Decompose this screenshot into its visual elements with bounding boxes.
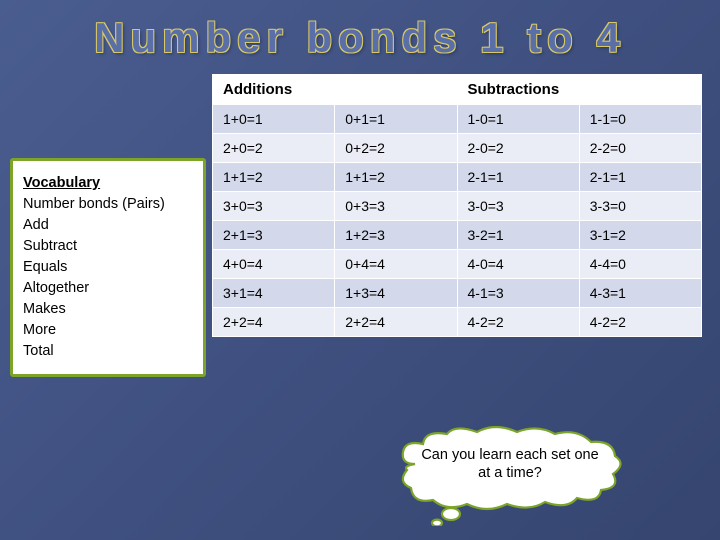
- cell: 2+2=4: [335, 308, 457, 337]
- page-title: Number bonds 1 to 4: [0, 0, 720, 70]
- vocab-item: Add: [23, 215, 193, 236]
- cell: 3-2=1: [457, 221, 579, 250]
- cell: 3-3=0: [579, 192, 701, 221]
- facts-table: Additions Subtractions 1+0=1 0+1=1 1-0=1…: [212, 74, 702, 337]
- table-row: 3+1=4 1+3=4 4-1=3 4-3=1: [213, 279, 702, 308]
- cell: 4-0=4: [457, 250, 579, 279]
- col-header-additions: Additions: [213, 75, 458, 105]
- cell: 0+2=2: [335, 134, 457, 163]
- cell: 1-0=1: [457, 105, 579, 134]
- cell: 1+0=1: [213, 105, 335, 134]
- cell: 0+4=4: [335, 250, 457, 279]
- cell: 3-0=3: [457, 192, 579, 221]
- cell: 2+2=4: [213, 308, 335, 337]
- table-row: 3+0=3 0+3=3 3-0=3 3-3=0: [213, 192, 702, 221]
- cell: 2-0=2: [457, 134, 579, 163]
- col-header-subtractions: Subtractions: [457, 75, 702, 105]
- vocabulary-heading: Vocabulary: [23, 173, 193, 194]
- vocab-item: More: [23, 320, 193, 341]
- table-row: 2+2=4 2+2=4 4-2=2 4-2=2: [213, 308, 702, 337]
- cell: 3-1=2: [579, 221, 701, 250]
- cell: 1+3=4: [335, 279, 457, 308]
- cell: 4-1=3: [457, 279, 579, 308]
- vocab-item: Subtract: [23, 236, 193, 257]
- cell: 4-2=2: [579, 308, 701, 337]
- cell: 1+2=3: [335, 221, 457, 250]
- facts-tbody: 1+0=1 0+1=1 1-0=1 1-1=0 2+0=2 0+2=2 2-0=…: [213, 105, 702, 337]
- vocab-item: Makes: [23, 299, 193, 320]
- facts-table-wrap: Additions Subtractions 1+0=1 0+1=1 1-0=1…: [212, 74, 702, 377]
- table-row: 1+1=2 1+1=2 2-1=1 2-1=1: [213, 163, 702, 192]
- vocabulary-box: Vocabulary Number bonds (Pairs) Add Subt…: [10, 158, 206, 377]
- callout-text: Can you learn each set one at a time?: [395, 426, 625, 512]
- cell: 0+3=3: [335, 192, 457, 221]
- table-row: 2+0=2 0+2=2 2-0=2 2-2=0: [213, 134, 702, 163]
- vocab-item: Equals: [23, 257, 193, 278]
- cell: 4+0=4: [213, 250, 335, 279]
- cell: 0+1=1: [335, 105, 457, 134]
- vocab-item: Altogether: [23, 278, 193, 299]
- thought-callout: Can you learn each set one at a time?: [395, 426, 625, 512]
- cell: 1+1=2: [213, 163, 335, 192]
- cell: 2+1=3: [213, 221, 335, 250]
- cell: 1-1=0: [579, 105, 701, 134]
- cell: 2-2=0: [579, 134, 701, 163]
- table-row: 4+0=4 0+4=4 4-0=4 4-4=0: [213, 250, 702, 279]
- cell: 2-1=1: [457, 163, 579, 192]
- vocab-item: Number bonds (Pairs): [23, 194, 193, 215]
- cell: 2+0=2: [213, 134, 335, 163]
- cell: 2-1=1: [579, 163, 701, 192]
- table-row: 1+0=1 0+1=1 1-0=1 1-1=0: [213, 105, 702, 134]
- content-row: Vocabulary Number bonds (Pairs) Add Subt…: [0, 70, 720, 377]
- cell: 4-2=2: [457, 308, 579, 337]
- cell: 3+1=4: [213, 279, 335, 308]
- vocab-item: Total: [23, 341, 193, 362]
- cell: 1+1=2: [335, 163, 457, 192]
- cell: 3+0=3: [213, 192, 335, 221]
- cell: 4-3=1: [579, 279, 701, 308]
- table-row: 2+1=3 1+2=3 3-2=1 3-1=2: [213, 221, 702, 250]
- cell: 4-4=0: [579, 250, 701, 279]
